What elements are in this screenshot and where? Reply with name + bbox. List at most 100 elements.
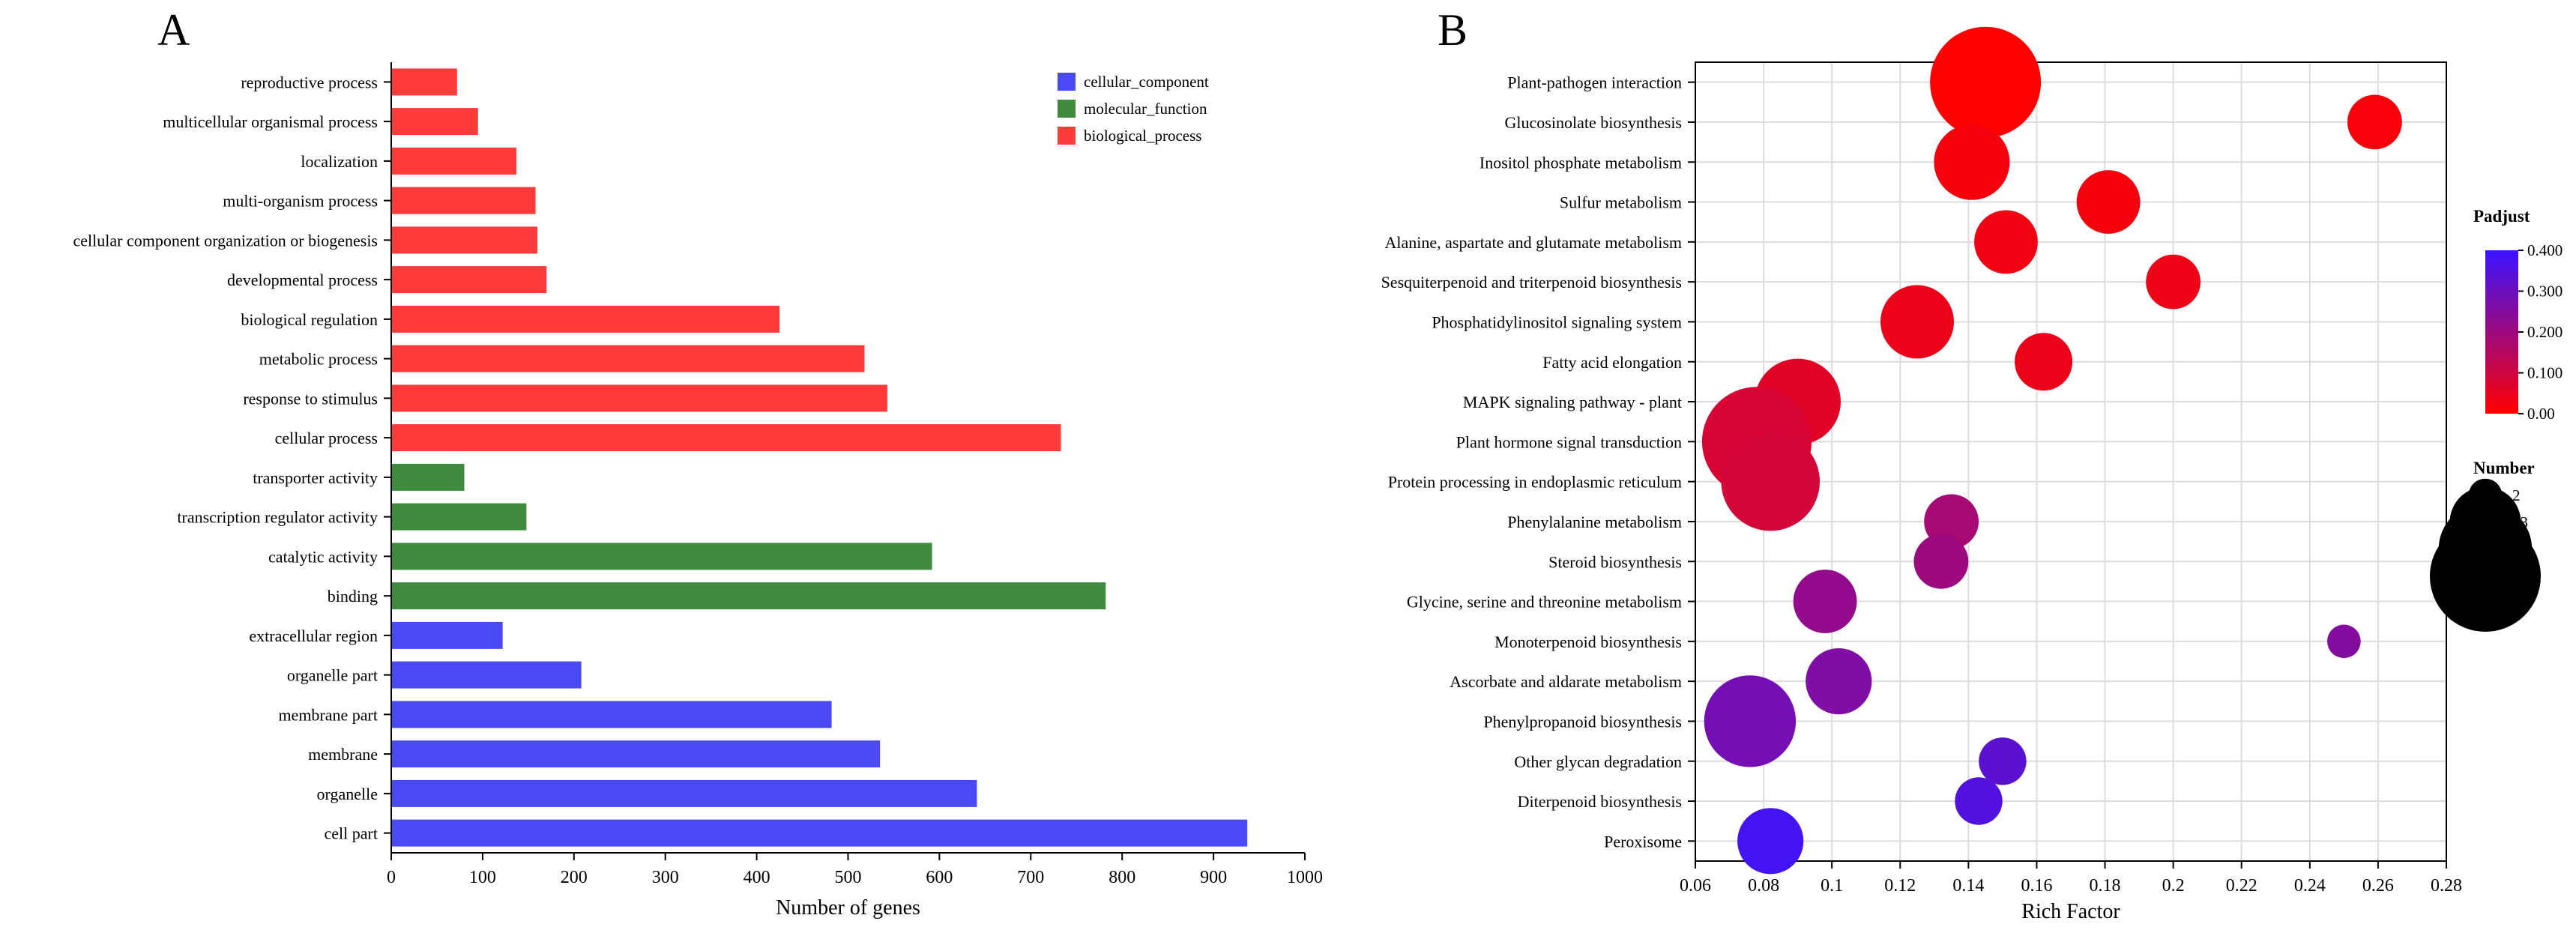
x-tick-label-b: 0.12	[1884, 876, 1916, 896]
bar	[391, 779, 977, 807]
bar	[391, 68, 457, 96]
x-tick-label-b: 0.26	[2362, 876, 2394, 896]
bar-chart-panel: A reproductive process multicellular orga…	[73, 5, 1323, 920]
y-tick-label-a: cellular process	[275, 429, 378, 447]
bar	[391, 582, 1106, 610]
y-tick-label-b: Monoterpenoid biosynthesis	[1494, 632, 1682, 651]
y-tick-label-a: localization	[301, 152, 378, 171]
bar	[391, 147, 516, 175]
y-tick-label-a: catalytic activity	[268, 547, 378, 566]
y-tick-label-a: response to stimulus	[243, 389, 378, 408]
bubble-point	[2076, 170, 2141, 234]
panel-label-b: B	[1438, 5, 1468, 55]
y-tick-label-b: Inositol phosphate metabolism	[1479, 153, 1682, 172]
y-tick-label-b: Phenylalanine metabolism	[1507, 513, 1682, 531]
size-legend-label: 2	[2512, 486, 2521, 504]
y-tick-label-a: cellular component organization or bioge…	[73, 231, 378, 250]
y-tick-label-a: biological regulation	[241, 310, 378, 329]
y-tick-label-a: membrane part	[278, 705, 378, 724]
bar	[391, 463, 465, 491]
x-tick-label-b: 0.14	[1952, 876, 1984, 896]
y-tick-label-b: Phosphatidylinositol signaling system	[1432, 313, 1682, 331]
x-tick-label-b: 0.16	[2021, 876, 2052, 896]
x-tick-label-b: 0.24	[2294, 876, 2326, 896]
colorbar-tick-label: 0.200	[2527, 323, 2563, 341]
size-legend-label: 35	[2512, 567, 2528, 585]
bubble-point	[1704, 675, 1797, 767]
x-tick-label-b: 0.18	[2090, 876, 2121, 896]
plot-frame-b	[1695, 61, 2447, 862]
x-tick-label-b: 0.28	[2431, 876, 2462, 896]
legend-swatch-a	[1058, 127, 1076, 145]
x-tick-label-a: 400	[743, 868, 770, 887]
colorbar-tick-label: 0.100	[2527, 364, 2563, 382]
y-tick-label-a: binding	[328, 587, 378, 606]
bar	[391, 384, 887, 412]
bubble-chart-panel: B Plant-pathogen interaction Glucosinolat…	[1381, 5, 2563, 923]
y-tick-label-b: Sesquiterpenoid and triterpenoid biosynt…	[1381, 273, 1682, 292]
bar	[391, 701, 832, 728]
x-tick-label-a: 300	[652, 868, 679, 887]
x-tick-label-b: 0.2	[2162, 876, 2185, 896]
legend-entry-a: cellular_component	[1084, 73, 1209, 91]
bar	[391, 819, 1248, 847]
y-tick-label-b: Sulfur metabolism	[1560, 193, 1682, 212]
y-tick-label-a: reproductive process	[241, 73, 378, 91]
x-tick-label-a: 200	[561, 868, 588, 887]
number-legend: Number 2132435	[2430, 459, 2541, 632]
y-tick-label-b: Phenylpropanoid biosynthesis	[1483, 712, 1682, 731]
bubble-point	[1721, 432, 1820, 531]
y-tick-label-a: multi-organism process	[223, 192, 378, 211]
y-tick-label-a: transporter activity	[253, 468, 378, 487]
x-tick-label-b: 0.1	[1821, 876, 1843, 896]
x-tick-label-a: 900	[1200, 868, 1227, 887]
legend-swatch-a	[1058, 73, 1076, 91]
y-tick-label-a: developmental process	[227, 271, 378, 289]
y-tick-label-b: Fatty acid elongation	[1542, 353, 1682, 372]
bar	[391, 226, 537, 254]
bar	[391, 543, 932, 570]
legend-swatch-a	[1058, 100, 1076, 118]
bubble-point	[1793, 570, 1857, 633]
bubble-point	[2146, 254, 2201, 310]
y-tick-label-a: multicellular organismal process	[163, 112, 378, 131]
bubble-point	[1806, 648, 1872, 715]
y-tick-label-b: MAPK signaling pathway - plant	[1463, 393, 1682, 411]
padjust-colorbar	[2485, 250, 2518, 414]
x-axis-title-a: Number of genes	[776, 896, 920, 920]
bar	[391, 621, 503, 649]
y-tick-label-b: Ascorbate and aldarate metabolism	[1450, 672, 1682, 691]
y-tick-label-b: Protein processing in endoplasmic reticu…	[1388, 473, 1682, 492]
x-tick-label-a: 600	[926, 868, 953, 887]
legend-a: cellular_component molecular_functionbiol…	[1058, 73, 1209, 145]
colorbar-tick-label: 0.00	[2527, 405, 2555, 423]
bubble-point	[1880, 285, 1954, 359]
bar	[391, 424, 1061, 452]
bar	[391, 108, 478, 136]
y-tick-label-b: Other glycan degradation	[1514, 752, 1682, 771]
bubble-point	[2347, 94, 2402, 150]
x-axis-title-b: Rich Factor	[2021, 900, 2120, 923]
y-tick-label-b: Glycine, serine and threonine metabolism	[1407, 593, 1682, 612]
bar	[391, 345, 865, 372]
y-tick-label-a: extracellular region	[249, 627, 378, 645]
colorbar-tick-label: 0.400	[2527, 241, 2563, 259]
y-tick-label-a: organelle	[317, 785, 378, 803]
x-tick-label-a: 700	[1017, 868, 1044, 887]
bubble-point	[1979, 737, 2027, 785]
legend-entry-a: biological_process	[1084, 127, 1201, 145]
y-tick-label-b: Plant hormone signal transduction	[1456, 432, 1682, 451]
y-tick-label-b: Peroxisome	[1604, 832, 1682, 851]
y-tick-label-b: Plant-pathogen interaction	[1507, 73, 1682, 92]
bubble-point	[2015, 333, 2073, 391]
bar	[391, 187, 536, 214]
x-tick-label-a: 800	[1108, 868, 1135, 887]
number-legend-title: Number	[2473, 459, 2535, 477]
y-tick-label-b: Steroid biosynthesis	[1548, 552, 1682, 571]
y-tick-label-b: Diterpenoid biosynthesis	[1518, 792, 1682, 811]
bubble-point	[1737, 808, 1804, 875]
x-tick-label-a: 100	[469, 868, 496, 887]
x-tick-label-a: 0	[387, 868, 396, 887]
